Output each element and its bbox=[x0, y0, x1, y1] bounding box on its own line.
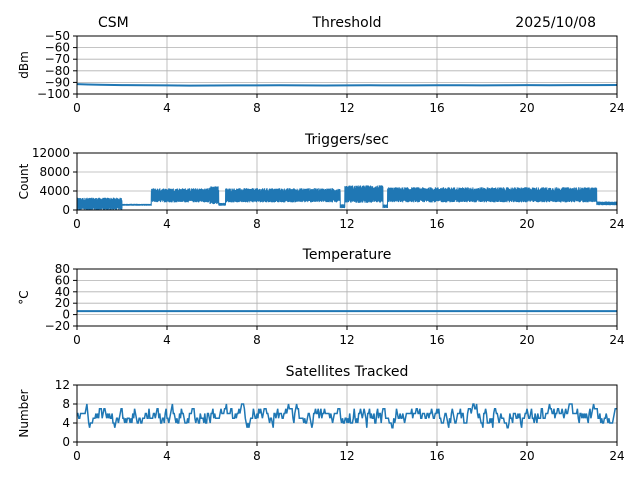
y-tick-label: 0 bbox=[62, 435, 70, 449]
y-axis-label: Count bbox=[17, 163, 31, 199]
subplot-title: Triggers/sec bbox=[304, 132, 389, 148]
x-tick-label: 8 bbox=[253, 449, 261, 463]
x-tick-label: 0 bbox=[73, 101, 81, 115]
header-right-label: 2025/10/08 bbox=[515, 15, 596, 31]
series-line bbox=[77, 83, 617, 87]
series-triggers bbox=[77, 185, 617, 210]
y-axis-label: Number bbox=[17, 389, 31, 437]
x-tick-label: 12 bbox=[339, 449, 354, 463]
x-tick-label: 20 bbox=[519, 101, 534, 115]
y-tick-label: 12 bbox=[55, 378, 70, 392]
subplot-title: Temperature bbox=[302, 247, 392, 263]
y-tick-label: 60 bbox=[55, 273, 70, 287]
x-tick-label: 12 bbox=[339, 101, 354, 115]
x-tick-label: 0 bbox=[73, 449, 81, 463]
x-tick-label: 20 bbox=[519, 449, 534, 463]
y-tick-label: −50 bbox=[45, 29, 70, 43]
x-tick-label: 20 bbox=[519, 333, 534, 347]
x-tick-label: 12 bbox=[339, 217, 354, 231]
y-tick-label: −90 bbox=[45, 75, 70, 89]
subplot-triggers: 0 4 8 12 16 20 24 0 4000 8000 12000 Triggers/sec Cou… bbox=[17, 132, 625, 231]
x-tick-label: 4 bbox=[163, 217, 171, 231]
y-tick-label: 80 bbox=[55, 262, 70, 276]
y-tick-label: −20 bbox=[45, 319, 70, 333]
x-tick-label: 4 bbox=[163, 449, 171, 463]
x-tick-label: 24 bbox=[609, 217, 624, 231]
plots-container: 0 4 8 12 16 20 24 −100−90−80−70−60−50 Threshold d… bbox=[17, 15, 625, 463]
y-axis-label: dBm bbox=[17, 51, 31, 79]
x-tick-label: 8 bbox=[253, 333, 261, 347]
x-tick-label: 16 bbox=[429, 449, 444, 463]
subplot-title: Threshold bbox=[312, 15, 382, 31]
x-tick-label: 24 bbox=[609, 101, 624, 115]
subplot-satellites: 0 4 8 12 16 20 24 0 4 8 12 Satellites Tracked Number bbox=[17, 364, 625, 463]
x-tick-label: 0 bbox=[73, 217, 81, 231]
y-tick-label: −80 bbox=[45, 64, 70, 78]
subplot-threshold: 0 4 8 12 16 20 24 −100−90−80−70−60−50 Threshold d… bbox=[17, 15, 625, 115]
x-tick-label: 4 bbox=[163, 101, 171, 115]
y-tick-label: 8000 bbox=[39, 165, 70, 179]
y-tick-label: −60 bbox=[45, 41, 70, 55]
series-line bbox=[77, 185, 617, 210]
y-tick-label: 4 bbox=[62, 416, 70, 430]
y-tick-label: 40 bbox=[55, 285, 70, 299]
header-left-label: CSM bbox=[98, 15, 129, 31]
x-tick-label: 16 bbox=[429, 217, 444, 231]
y-tick-label: −100 bbox=[37, 87, 70, 101]
x-tick-label: 12 bbox=[339, 333, 354, 347]
series-threshold bbox=[77, 83, 617, 87]
x-tick-label: 24 bbox=[609, 333, 624, 347]
y-tick-label: 4000 bbox=[39, 184, 70, 198]
y-axis-label: °C bbox=[17, 290, 31, 304]
y-tick-label: −70 bbox=[45, 52, 70, 66]
series-satellites bbox=[77, 403, 617, 429]
x-tick-label: 8 bbox=[253, 101, 261, 115]
y-tick-label: 20 bbox=[55, 296, 70, 310]
y-tick-label: 12000 bbox=[32, 146, 70, 160]
x-tick-label: 0 bbox=[73, 333, 81, 347]
y-tick-label: 8 bbox=[62, 397, 70, 411]
x-tick-label: 8 bbox=[253, 217, 261, 231]
x-tick-label: 24 bbox=[609, 449, 624, 463]
x-tick-label: 16 bbox=[429, 333, 444, 347]
series-line bbox=[77, 403, 617, 429]
y-tick-label: 0 bbox=[62, 308, 70, 322]
y-tick-label: 0 bbox=[62, 203, 70, 217]
x-tick-label: 16 bbox=[429, 101, 444, 115]
x-tick-label: 20 bbox=[519, 217, 534, 231]
x-tick-label: 4 bbox=[163, 333, 171, 347]
subplot-title: Satellites Tracked bbox=[286, 364, 409, 380]
